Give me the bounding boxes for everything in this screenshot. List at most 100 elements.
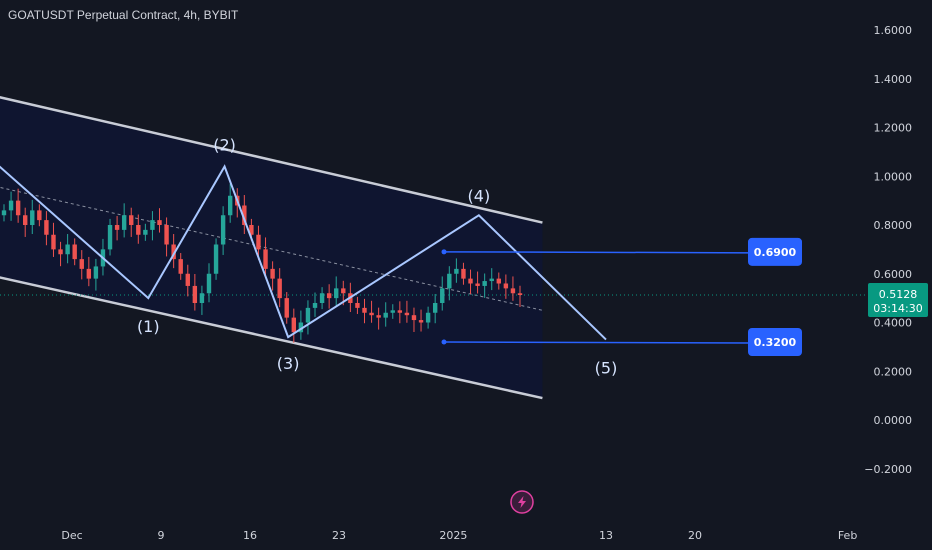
candle — [72, 238, 77, 266]
candle — [510, 276, 516, 301]
candle — [334, 276, 339, 306]
target-badge[interactable] — [748, 237, 802, 266]
candle — [482, 273, 487, 298]
wave-label: (3) — [277, 354, 300, 373]
current-price-value: 0.5128 — [879, 288, 918, 301]
price-tick-label: 1.2000 — [874, 122, 913, 135]
candle — [355, 296, 360, 314]
candle — [93, 258, 99, 291]
candle — [404, 300, 410, 323]
time-tick-label: 23 — [332, 529, 346, 542]
candle — [425, 306, 431, 329]
candle — [284, 292, 289, 324]
channel-background — [0, 97, 543, 399]
price-tick-label: 1.4000 — [874, 73, 913, 86]
candle — [37, 204, 42, 227]
candle — [503, 274, 509, 299]
candle-countdown: 03:14:30 — [873, 302, 922, 315]
wave-label: (2) — [213, 136, 236, 155]
candle — [8, 191, 14, 221]
lightning-bolt-icon[interactable] — [510, 490, 534, 514]
price-axis[interactable]: 1.6000 1.4000 1.2000 1.0000 0.8000 0.6000 0.40… — [864, 24, 928, 476]
price-tick-label: 0.8000 — [874, 219, 913, 232]
candle — [397, 301, 403, 324]
candle — [107, 218, 113, 256]
candle — [58, 241, 63, 267]
price-tick-label: 0.0000 — [874, 414, 913, 427]
candle — [263, 237, 268, 277]
channel-upper-line[interactable] — [0, 93, 543, 224]
candle — [242, 195, 247, 235]
time-tick-label: 20 — [688, 529, 702, 542]
candle — [447, 266, 452, 301]
candle — [114, 215, 120, 241]
candle — [51, 222, 56, 257]
time-tick-label: 9 — [158, 529, 165, 542]
price-tick-label: 0.4000 — [874, 317, 913, 330]
candle — [517, 285, 523, 307]
target-line[interactable]: 0.6900 — [441, 237, 803, 266]
candle — [220, 206, 226, 255]
channel-lower-line[interactable] — [0, 274, 543, 400]
candle — [192, 273, 198, 311]
time-tick-label: 16 — [243, 529, 257, 542]
candle — [468, 269, 473, 294]
target-lines[interactable]: 0.6900 0.3200 — [441, 237, 803, 356]
wave-path[interactable] — [0, 152, 607, 341]
candle — [1, 204, 7, 222]
candle — [291, 308, 297, 343]
candle — [496, 272, 501, 290]
candle — [213, 238, 219, 280]
candle — [15, 188, 21, 223]
target-price-label: 0.6900 — [754, 246, 797, 259]
candle — [277, 268, 282, 308]
candle — [157, 208, 162, 233]
candle — [383, 302, 388, 327]
candle — [312, 292, 318, 317]
candle — [440, 276, 445, 311]
time-tick-label: 2025 — [439, 529, 467, 542]
candle — [305, 300, 311, 335]
price-tick-label: 0.6000 — [874, 268, 913, 281]
price-tick-label: 0.2000 — [874, 365, 913, 378]
chart-title: GOATUSDT Perpetual Contract, 4h, BYBIT — [8, 8, 239, 22]
time-tick-label: Feb — [838, 529, 857, 542]
candle — [390, 304, 395, 319]
wave-label: (4) — [468, 186, 491, 205]
candle — [23, 207, 28, 237]
target-price-label: 0.3200 — [754, 336, 797, 349]
candle — [178, 253, 183, 280]
candle — [326, 284, 332, 309]
candle — [376, 307, 381, 330]
time-axis[interactable]: Dec 9 16 23 2025 13 20 Feb — [61, 529, 857, 542]
parallel-channel[interactable] — [0, 93, 866, 400]
candle — [432, 293, 438, 324]
candle — [227, 183, 233, 223]
candle — [319, 287, 325, 310]
candle — [418, 309, 424, 332]
candle — [256, 225, 261, 260]
wave-label: (5) — [595, 359, 618, 378]
price-tick-label: 1.6000 — [874, 24, 913, 37]
target-line[interactable]: 0.3200 — [441, 328, 803, 356]
target-badge[interactable] — [748, 328, 802, 356]
candle — [489, 268, 494, 291]
candle — [270, 261, 275, 291]
price-tick-label: 1.0000 — [874, 170, 913, 183]
candle — [30, 199, 35, 235]
candle — [171, 234, 176, 269]
time-tick-label: 13 — [599, 529, 613, 542]
candle — [129, 207, 134, 237]
candle — [454, 258, 459, 283]
candle — [79, 250, 84, 280]
candle — [143, 223, 148, 241]
wave-label: (1) — [137, 317, 160, 336]
candle — [150, 211, 155, 241]
candle — [298, 310, 304, 340]
elliott-wave-drawing[interactable]: (1) (2) (3) (4) (5) — [0, 136, 617, 378]
candle — [86, 256, 92, 287]
candle — [164, 217, 169, 257]
candle — [411, 307, 417, 333]
candle — [121, 203, 127, 238]
